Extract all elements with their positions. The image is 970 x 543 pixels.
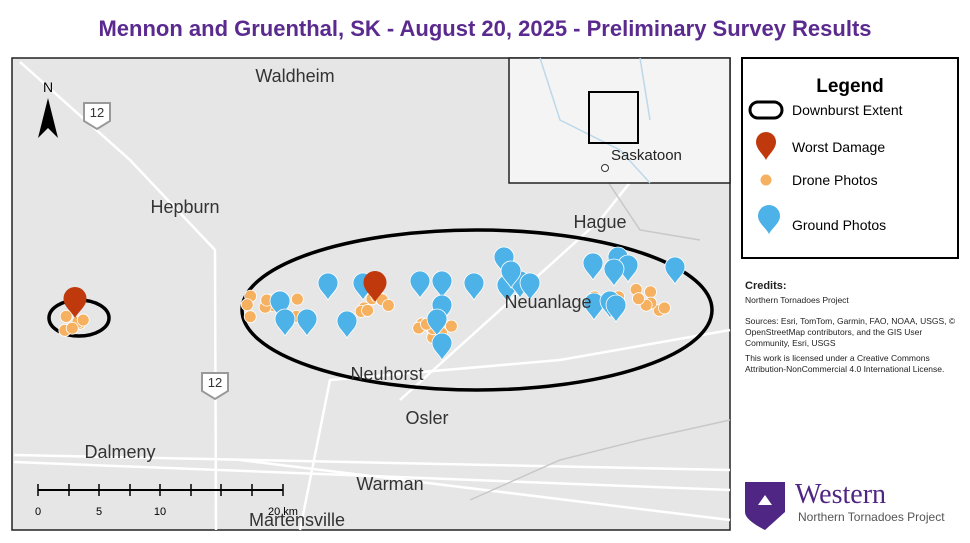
drone-photo [65, 321, 79, 335]
ground-photo [431, 270, 453, 299]
ground-photo [317, 272, 339, 301]
drone-photo [632, 292, 645, 306]
scale-label: 10 [154, 506, 166, 518]
credits-line: Northern Tornadoes Project [745, 295, 849, 305]
logo-name: Western [795, 479, 886, 510]
highway-shield [83, 102, 111, 131]
ground-photo [409, 270, 431, 299]
credits-heading: Credits: [745, 280, 787, 292]
map: Saskatoon N 0 5 10 20 km 12 12 Waldheim Hepbur… [11, 57, 731, 531]
place-label: Warman [356, 474, 423, 494]
legend-box [741, 57, 959, 259]
legend-item: Downburst Extent [792, 102, 903, 118]
drone-photo [361, 304, 374, 317]
place-label: Hague [573, 212, 626, 232]
ground-photo [664, 256, 686, 285]
legend-symbol [748, 100, 784, 120]
ground-photo [274, 308, 296, 337]
logo-subtitle: Northern Tornadoes Project [798, 510, 945, 524]
drone-photo [240, 298, 254, 312]
ground-photo [519, 272, 541, 301]
place-label: Martensville [249, 510, 345, 530]
scale-label: 0 [35, 506, 41, 518]
ground-photo [426, 308, 448, 337]
legend-symbol [758, 205, 780, 234]
drone-photo [381, 298, 395, 312]
roads [13, 61, 731, 531]
rivers [469, 169, 731, 501]
place-label: Neuhorst [350, 364, 423, 384]
ground-photo [431, 332, 453, 361]
drone-photo [658, 301, 671, 315]
title: Mennon and Gruenthal, SK - August 20, 20… [98, 16, 871, 41]
drone-photo [290, 292, 304, 306]
worst-damage [63, 286, 87, 318]
legend-symbol [759, 173, 773, 187]
ground-photo [269, 290, 291, 319]
credits-line: Sources: Esri, TomTom, Garmin, FAO, NOAA… [745, 316, 956, 348]
scale-label: 5 [96, 506, 102, 518]
drone-photo [444, 319, 458, 333]
ground-photo [582, 252, 604, 281]
highway-label: 12 [208, 375, 222, 390]
place-label: Waldheim [255, 66, 334, 86]
ground-photo [463, 272, 485, 301]
inset-map [508, 57, 731, 184]
legend-item: Ground Photos [792, 217, 886, 233]
credits-line: This work is licensed under a Creative C… [745, 353, 945, 374]
drone-photo [243, 310, 257, 324]
highway-shield [201, 372, 229, 401]
worst-damage [363, 270, 387, 302]
scale-bar: 0 5 10 20 km [35, 484, 298, 518]
legend-symbol [756, 132, 776, 160]
legend-item: Worst Damage [792, 139, 885, 155]
place-label: Osler [405, 408, 448, 428]
drone-photo [644, 285, 657, 299]
legend-item: Drone Photos [792, 172, 878, 188]
ground-photo [605, 294, 627, 323]
north-label: N [43, 79, 53, 95]
downburst-extent [240, 228, 714, 392]
ground-photo [336, 310, 358, 339]
ground-photo [603, 258, 625, 287]
drone-photo [59, 309, 73, 323]
inset-place: Saskatoon [611, 147, 682, 164]
inset-extent [588, 91, 639, 144]
highway-label: 12 [90, 105, 104, 120]
place-label: Neuanlage [504, 292, 591, 312]
logo-emblem [758, 495, 772, 505]
ground-photo [296, 308, 318, 337]
ground-photo [500, 260, 522, 289]
place-label: Hepburn [150, 197, 219, 217]
logo-shield [745, 482, 785, 530]
markers [58, 246, 686, 361]
ground-photo [583, 292, 605, 321]
north-arrow [38, 98, 58, 138]
drone-photo [76, 313, 90, 327]
inset-city-dot [601, 164, 609, 172]
legend-title: Legend [816, 76, 884, 97]
scale-label: 20 km [268, 506, 298, 518]
place-label: Dalmeny [84, 442, 155, 462]
